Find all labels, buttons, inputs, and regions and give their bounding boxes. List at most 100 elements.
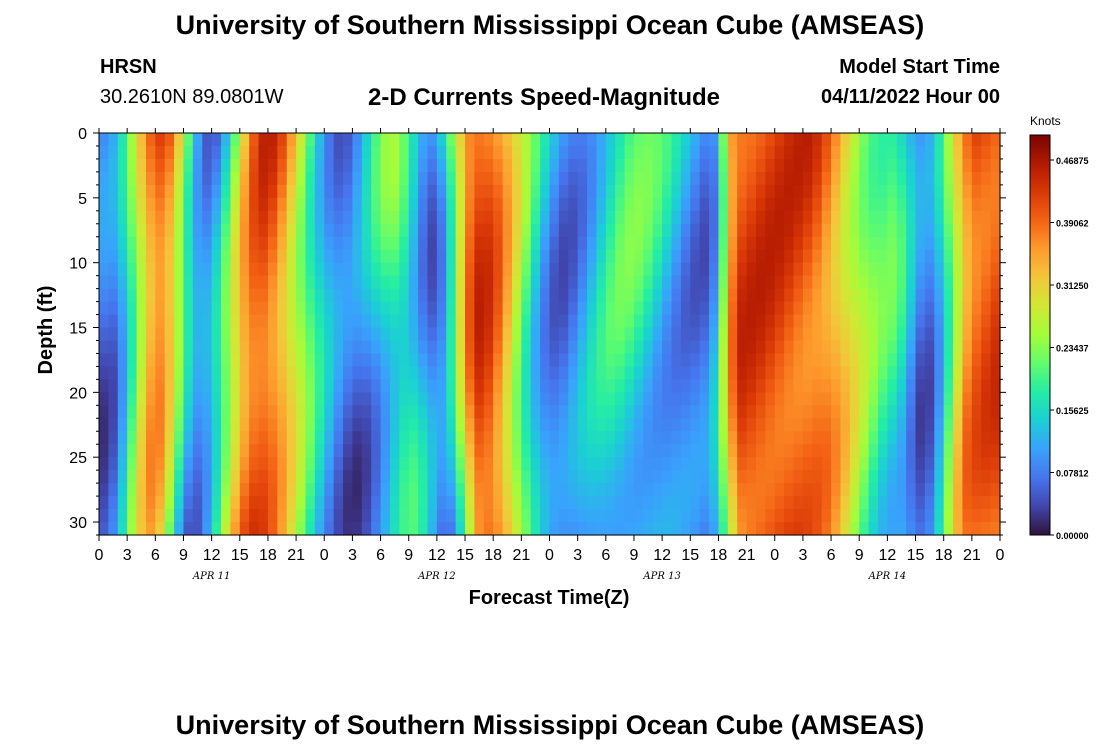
heatmap-cell bbox=[380, 405, 391, 419]
heatmap-cell bbox=[915, 223, 926, 238]
heatmap-cell bbox=[605, 275, 616, 290]
heatmap-cell bbox=[727, 379, 738, 393]
heatmap-cell bbox=[333, 496, 344, 510]
heatmap-cell bbox=[474, 366, 485, 380]
heatmap-cell bbox=[258, 405, 269, 419]
heatmap-cell bbox=[455, 301, 466, 316]
heatmap-cell bbox=[868, 392, 879, 406]
heatmap-cell bbox=[493, 457, 504, 471]
heatmap-cell bbox=[361, 483, 372, 497]
heatmap-cell bbox=[699, 249, 710, 264]
heatmap-cell bbox=[136, 133, 147, 147]
heatmap-cell bbox=[615, 223, 626, 238]
heatmap-cell bbox=[737, 327, 748, 342]
heatmap-cell bbox=[117, 158, 128, 173]
heatmap-cell bbox=[671, 133, 682, 147]
heatmap-cell bbox=[962, 210, 973, 225]
heatmap-cell bbox=[511, 457, 522, 471]
heatmap-cell bbox=[859, 275, 870, 290]
heatmap-cell bbox=[399, 184, 410, 199]
heatmap-cell bbox=[802, 262, 813, 277]
heatmap-cell bbox=[183, 158, 194, 173]
heatmap-cell bbox=[784, 314, 795, 329]
heatmap-cell bbox=[887, 431, 898, 445]
heatmap-cell bbox=[483, 457, 494, 471]
heatmap-cell bbox=[493, 314, 504, 329]
heatmap-cell bbox=[643, 340, 654, 355]
heatmap-cell bbox=[127, 379, 138, 393]
heatmap-cell bbox=[652, 223, 663, 238]
heatmap-cell bbox=[145, 327, 156, 342]
heatmap-cell bbox=[202, 145, 213, 160]
heatmap-cell bbox=[699, 301, 710, 316]
heatmap-cell bbox=[587, 509, 598, 523]
heatmap-cell bbox=[352, 249, 363, 264]
heatmap-cell bbox=[568, 223, 579, 238]
heatmap-cell bbox=[906, 470, 917, 484]
heatmap-cell bbox=[174, 353, 185, 368]
heatmap-cell bbox=[643, 379, 654, 393]
heatmap-cell bbox=[840, 249, 851, 264]
heatmap-cell bbox=[934, 301, 945, 316]
heatmap-cell bbox=[277, 392, 288, 406]
heatmap-cell bbox=[915, 483, 926, 497]
heatmap-cell bbox=[324, 301, 335, 316]
heatmap-cell bbox=[680, 496, 691, 510]
heatmap-cell bbox=[774, 392, 785, 406]
heatmap-cell bbox=[211, 444, 222, 458]
heatmap-cell bbox=[924, 236, 935, 251]
footer-title: University of Southern Mississippi Ocean… bbox=[175, 710, 925, 740]
heatmap-cell bbox=[624, 418, 635, 432]
heatmap-cell bbox=[352, 470, 363, 484]
heatmap-cell bbox=[455, 223, 466, 238]
heatmap-cell bbox=[455, 509, 466, 523]
heatmap-cell bbox=[577, 236, 588, 251]
heatmap-cell bbox=[427, 275, 438, 290]
heatmap-cell bbox=[99, 327, 109, 342]
heatmap-cell bbox=[737, 301, 748, 316]
heatmap-cell bbox=[962, 522, 973, 536]
heatmap-cell bbox=[765, 249, 776, 264]
heatmap-cell bbox=[314, 353, 325, 368]
heatmap-cell bbox=[990, 496, 1001, 510]
heatmap-cell bbox=[446, 470, 457, 484]
heatmap-cell bbox=[962, 133, 973, 147]
heatmap-cell bbox=[418, 444, 429, 458]
heatmap-cell bbox=[324, 158, 335, 173]
heatmap-cell bbox=[127, 457, 138, 471]
heatmap-cell bbox=[455, 353, 466, 368]
heatmap-cell bbox=[164, 366, 175, 380]
heatmap-cell bbox=[192, 496, 203, 510]
heatmap-cell bbox=[849, 275, 860, 290]
heatmap-cell bbox=[896, 249, 907, 264]
heatmap-cell bbox=[221, 314, 231, 329]
heatmap-cell bbox=[127, 418, 138, 432]
heatmap-cell bbox=[868, 353, 879, 368]
heatmap-cell bbox=[127, 210, 138, 225]
heatmap-cell bbox=[962, 483, 973, 497]
heatmap-cell bbox=[924, 171, 935, 186]
heatmap-cell bbox=[671, 145, 682, 160]
heatmap-cell bbox=[296, 509, 307, 523]
heatmap-cell bbox=[483, 366, 494, 380]
heatmap-cell bbox=[652, 184, 663, 199]
heatmap-cell bbox=[380, 457, 391, 471]
heatmap-cell bbox=[455, 405, 466, 419]
heatmap-cell bbox=[249, 275, 260, 290]
heatmap-cell bbox=[915, 275, 926, 290]
heatmap-cell bbox=[455, 327, 466, 342]
x-tick-label: 15 bbox=[231, 547, 249, 564]
heatmap-cell bbox=[145, 249, 156, 264]
heatmap-cell bbox=[145, 133, 156, 147]
heatmap-cell bbox=[174, 405, 185, 419]
heatmap-cell bbox=[784, 184, 795, 199]
heatmap-cell bbox=[399, 158, 410, 173]
heatmap-cell bbox=[399, 288, 410, 303]
heatmap-cell bbox=[558, 483, 569, 497]
heatmap-cell bbox=[540, 184, 551, 199]
heatmap-cell bbox=[568, 509, 579, 523]
heatmap-cell bbox=[221, 184, 231, 199]
heatmap-cell bbox=[530, 314, 541, 329]
heatmap-cell bbox=[784, 301, 795, 316]
heatmap-cell bbox=[408, 392, 419, 406]
